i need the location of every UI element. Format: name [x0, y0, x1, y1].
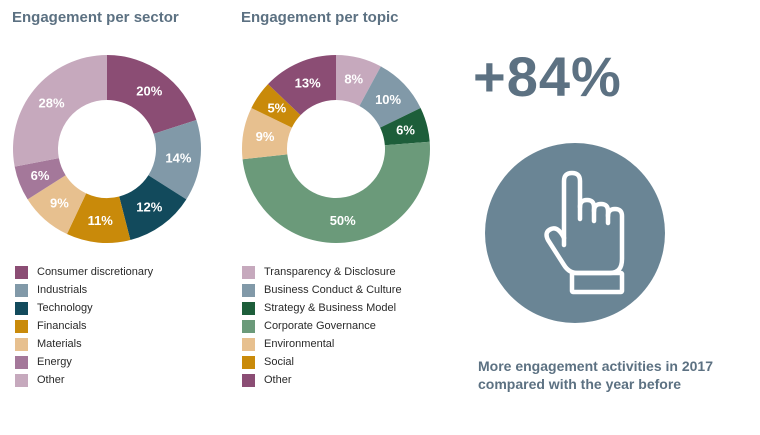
sector-slice-label-6: 6%: [31, 168, 50, 183]
sector-legend-swatch: [15, 355, 28, 369]
sector-slice-6: [14, 158, 66, 200]
topic-slice-label-1: 8%: [344, 72, 363, 87]
topic-slice-4: [242, 141, 431, 244]
topic-legend-swatch: [242, 319, 255, 333]
topic-legend-item: Other: [242, 371, 402, 389]
topic-legend-swatch: [242, 337, 255, 351]
stat-caption: More engagement activities in 2017 compa…: [478, 357, 738, 393]
sector-slice-7: [12, 55, 108, 167]
sector-legend-item: Industrials: [15, 281, 153, 299]
topic-slice-2: [359, 66, 421, 128]
sector-slice-label-3: 12%: [136, 200, 162, 215]
sector-legend-item: Consumer discretionary: [15, 263, 153, 281]
sector-legend-item: Energy: [15, 353, 153, 371]
sector-legend-swatch: [15, 301, 28, 315]
topic-legend-item: Business Conduct & Culture: [242, 281, 402, 299]
sector-slice-label-7: 28%: [39, 96, 65, 111]
topic-slice-label-2: 10%: [375, 92, 401, 107]
sector-slice-1: [107, 55, 197, 134]
sector-slice-label-5: 9%: [50, 196, 69, 211]
topic-slice-label-6: 5%: [267, 100, 286, 115]
topic-legend-item: Environmental: [242, 335, 402, 353]
stat-caption-line-2: compared with the year before: [478, 376, 682, 392]
sector-legend-label: Energy: [37, 356, 72, 368]
sector-legend-item: Other: [15, 371, 153, 389]
topic-legend-item: Transparency & Disclosure: [242, 263, 402, 281]
sector-slice-label-1: 20%: [136, 83, 162, 98]
sector-legend-label: Technology: [37, 302, 93, 314]
topic-slice-6: [251, 84, 301, 128]
engagement-increase-stat: +84%: [473, 45, 622, 108]
sector-slice-label-2: 14%: [165, 151, 191, 166]
topic-legend-item: Social: [242, 353, 402, 371]
topic-legend-label: Strategy & Business Model: [264, 302, 397, 314]
sector-legend-label: Industrials: [37, 284, 88, 296]
topic-legend-label: Environmental: [264, 338, 335, 350]
topic-legend-label: Corporate Governance: [264, 320, 376, 332]
sector-legend: Consumer discretionary Industrials Technol…: [15, 263, 153, 389]
topic-legend-label: Transparency & Disclosure: [264, 266, 396, 278]
sector-legend-label: Other: [37, 374, 65, 386]
topic-legend-swatch: [242, 373, 255, 387]
sector-slice-label-4: 11%: [88, 213, 114, 228]
sector-legend-item: Materials: [15, 335, 153, 353]
topic-legend-swatch: [242, 283, 255, 297]
sector-legend-swatch: [15, 319, 28, 333]
sector-legend-swatch: [15, 283, 28, 297]
topic-legend-swatch: [242, 355, 255, 369]
topic-donut-chart: 8% 10% 6% 50% 9% 5% 13%: [242, 55, 431, 244]
topic-legend-swatch: [242, 301, 255, 315]
topic-legend-item: Corporate Governance: [242, 317, 402, 335]
topic-legend-item: Strategy & Business Model: [242, 299, 402, 317]
topic-slice-7: [267, 55, 336, 116]
hand-badge: [485, 143, 665, 323]
sector-slice-3: [119, 175, 187, 241]
topic-legend: Transparency & Disclosure Business Conduc…: [242, 263, 402, 389]
sector-slice-4: [66, 193, 131, 243]
sector-legend-item: Financials: [15, 317, 153, 335]
topic-legend-swatch: [242, 265, 255, 279]
topic-slice-3: [380, 108, 430, 146]
sector-chart-title: Engagement per sector: [12, 9, 179, 26]
topic-slice-5: [242, 108, 292, 160]
stat-caption-line-1: More engagement activities in 2017: [478, 358, 713, 374]
sector-slice-5: [27, 175, 87, 235]
topic-legend-label: Other: [264, 374, 292, 386]
topic-slice-label-7: 13%: [295, 75, 321, 90]
sector-legend-label: Materials: [37, 338, 82, 350]
pointing-hand-icon: [544, 170, 625, 295]
sector-legend-swatch: [15, 265, 28, 279]
topic-slice-label-3: 6%: [396, 123, 415, 138]
topic-legend-label: Social: [264, 356, 294, 368]
topic-slice-1: [336, 55, 381, 106]
topic-slice-label-5: 9%: [256, 129, 275, 144]
topic-legend-label: Business Conduct & Culture: [264, 284, 402, 296]
sector-legend-item: Technology: [15, 299, 153, 317]
sector-legend-swatch: [15, 373, 28, 387]
sector-legend-label: Financials: [37, 320, 87, 332]
topic-slice-label-4: 50%: [330, 213, 356, 228]
sector-slice-2: [148, 119, 201, 200]
sector-legend-label: Consumer discretionary: [37, 266, 154, 278]
sector-legend-swatch: [15, 337, 28, 351]
topic-chart-title: Engagement per topic: [241, 9, 399, 26]
sector-donut-chart: 20% 14% 12% 11% 9%6% 28%: [12, 55, 201, 243]
